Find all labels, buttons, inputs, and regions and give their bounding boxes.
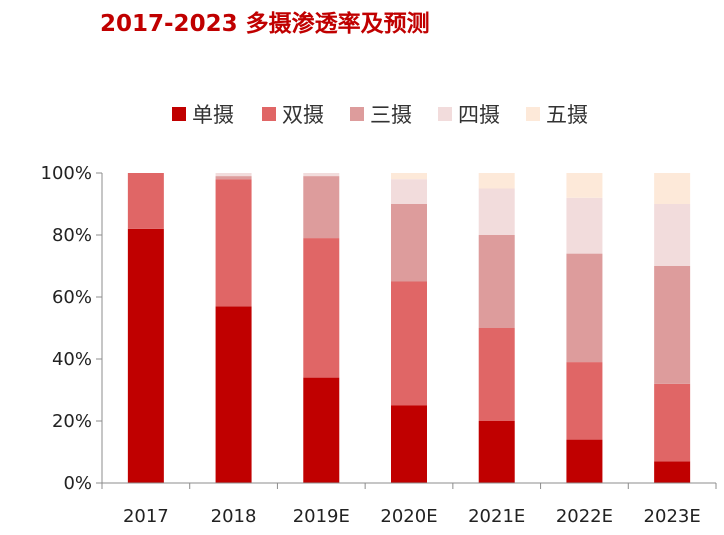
bar-segment (391, 173, 427, 180)
bar-segment (303, 238, 340, 378)
bar-segment (215, 176, 252, 180)
legend-label: 单摄 (192, 103, 234, 127)
y-tick-label: 20% (52, 411, 92, 432)
x-tick-label: 2020E (380, 506, 437, 527)
chart-title: 2017-2023 多摄渗透率及预测 (100, 11, 430, 37)
x-tick-label: 2019E (293, 506, 350, 527)
bar-segment (478, 421, 515, 483)
bar-segment (566, 173, 603, 198)
bar-segment (391, 281, 427, 406)
bar-segment (127, 173, 164, 229)
bars (127, 173, 691, 483)
y-tick-label: 100% (41, 163, 92, 184)
y-tick-label: 60% (52, 287, 92, 308)
bar-segment (566, 197, 603, 254)
bar-segment (478, 328, 515, 421)
bar-segment (215, 179, 252, 307)
bar-segment (566, 362, 603, 440)
y-tick-label: 80% (52, 225, 92, 246)
bar-segment (303, 173, 340, 177)
bar-segment (391, 405, 427, 483)
bar-segment (303, 176, 340, 239)
legend-label: 四摄 (458, 103, 500, 127)
x-tick-label: 2017 (123, 506, 169, 527)
bar-segment (654, 204, 691, 266)
bar-segment (478, 173, 515, 189)
x-tick-label: 2023E (644, 506, 701, 527)
bar-segment (391, 179, 427, 204)
legend-label: 双摄 (282, 103, 324, 127)
bar-segment (654, 461, 691, 483)
bar-segment (566, 253, 603, 363)
y-tick-label: 40% (52, 349, 92, 370)
x-tick-label: 2022E (556, 506, 613, 527)
x-tick-label: 2018 (211, 506, 257, 527)
bar-segment (303, 377, 340, 483)
y-tick-label: 0% (63, 473, 92, 494)
bar-segment (566, 439, 603, 483)
legend: 单摄 双摄 三摄 四摄 五摄 (172, 103, 588, 127)
bar-segment (215, 306, 252, 483)
bar-segment (127, 228, 164, 483)
bar-segment (478, 235, 515, 328)
legend-label: 三摄 (370, 103, 412, 127)
bar-segment (391, 204, 427, 282)
bar-segment (654, 266, 691, 384)
legend-swatch (526, 107, 540, 121)
bar-segment (654, 173, 691, 204)
x-tick-label: 2021E (468, 506, 525, 527)
legend-swatch (262, 107, 276, 121)
bar-segment (478, 188, 515, 235)
legend-label: 五摄 (546, 103, 588, 127)
axes: 0% 20% 40% 60% 80% 100% 2017 2018 2019E 2020E 2021… (41, 163, 717, 527)
bar-segment (654, 383, 691, 462)
legend-swatch (350, 107, 364, 121)
legend-swatch (438, 107, 452, 121)
bar-segment (215, 173, 252, 177)
legend-swatch (172, 107, 186, 121)
